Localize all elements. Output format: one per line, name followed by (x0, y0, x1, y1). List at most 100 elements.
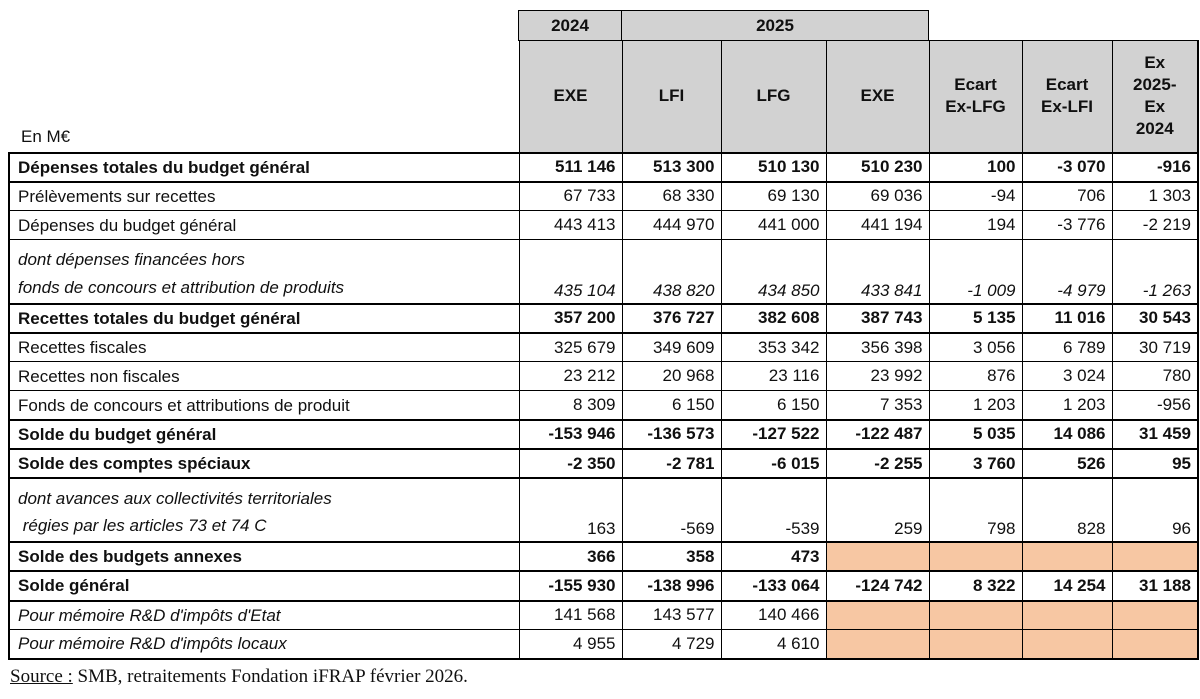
table-row: dont avances aux collectivités territori… (8, 477, 1199, 543)
year-2025-header: 2025 (621, 10, 929, 41)
cell-value: 5 135 (928, 302, 1023, 334)
year-header-band: 2024 2025 (518, 10, 929, 41)
cell-value: -2 219 (1111, 210, 1199, 241)
cell-value: -94 (928, 181, 1023, 212)
cell-value: 828 (1021, 477, 1113, 543)
cell-value: 876 (928, 361, 1023, 392)
cell-value: 6 789 (1021, 332, 1113, 363)
cell-value: -127 522 (720, 418, 827, 451)
table-row: Dépenses du budget général 443 413 444 970… (8, 210, 1199, 241)
table-row: Dépenses totales du budget général 511 14… (8, 151, 1199, 183)
cell-value: -136 573 (621, 418, 722, 451)
cell-value: 5 035 (928, 418, 1023, 451)
column-header-lfi: LFI (621, 40, 722, 154)
highlighted-empty-cell (928, 541, 1023, 573)
cell-value: 69 130 (720, 181, 827, 212)
cell-value: 443 413 (518, 210, 623, 241)
cell-value: 143 577 (621, 600, 722, 631)
cell-value: 1 303 (1111, 181, 1199, 212)
column-header-exe-2025: EXE (825, 40, 930, 154)
cell-value: -2 350 (518, 448, 623, 480)
cell-value: -124 742 (825, 570, 930, 602)
cell-value: -916 (1111, 151, 1199, 183)
table-row: Pour mémoire R&D d'impôts locaux 4 955 4 7… (8, 629, 1199, 660)
cell-value: 510 230 (825, 151, 930, 183)
source-text: SMB, retraitements Fondation iFRAP févri… (72, 665, 468, 687)
cell-value: 11 016 (1021, 302, 1113, 334)
table-row: Recettes non fiscales 23 212 20 968 23 116 2… (8, 361, 1199, 392)
cell-value: 20 968 (621, 361, 722, 392)
table-row: Recettes totales du budget général 357 20… (8, 302, 1199, 334)
highlighted-empty-cell (928, 600, 1023, 631)
cell-value: 376 727 (621, 302, 722, 334)
row-label: Pour mémoire R&D d'impôts locaux (8, 629, 520, 660)
table-row: Solde du budget général -153 946 -136 573-… (8, 418, 1199, 451)
cell-value: 325 679 (518, 332, 623, 363)
cell-value: 356 398 (825, 332, 930, 363)
budget-data-table: En M€ EXE LFI LFG EXE Ecart Ex-LFG Ecart… (8, 40, 1199, 660)
cell-value: 1 203 (928, 390, 1023, 421)
cell-value: 1 203 (1021, 390, 1113, 421)
cell-value: 6 150 (720, 390, 827, 421)
cell-value: 444 970 (621, 210, 722, 241)
cell-value: 434 850 (720, 239, 827, 305)
cell-value: 353 342 (720, 332, 827, 363)
table-row: Solde général -155 930 -138 996 -133 064 -12… (8, 570, 1199, 602)
row-label: Dépenses du budget général (8, 210, 520, 241)
table-row: Solde des budgets annexes 366 358 473 (8, 541, 1199, 573)
highlighted-empty-cell (1021, 600, 1113, 631)
cell-value: -122 487 (825, 418, 930, 451)
highlighted-empty-cell (1021, 541, 1113, 573)
cell-value: 23 116 (720, 361, 827, 392)
cell-value: 438 820 (621, 239, 722, 305)
cell-value: 7 353 (825, 390, 930, 421)
highlighted-empty-cell (1111, 541, 1199, 573)
row-label: Prélèvements sur recettes (8, 181, 520, 212)
highlighted-empty-cell (1111, 629, 1199, 660)
cell-value: 14 086 (1021, 418, 1113, 451)
column-header-lfg: LFG (720, 40, 827, 154)
cell-value: 3 024 (1021, 361, 1113, 392)
cell-value: 31 188 (1111, 570, 1199, 602)
highlighted-empty-cell (825, 600, 930, 631)
units-label: En M€ (9, 40, 519, 153)
highlighted-empty-cell (1111, 600, 1199, 631)
cell-value: -956 (1111, 390, 1199, 421)
row-label: Recettes non fiscales (8, 361, 520, 392)
row-label: Solde du budget général (8, 418, 520, 451)
row-label: Fonds de concours et attributions de pro… (8, 390, 520, 421)
cell-value: 4 610 (720, 629, 827, 660)
cell-value: 30 719 (1111, 332, 1199, 363)
cell-value: 14 254 (1021, 570, 1113, 602)
highlighted-empty-cell (825, 541, 930, 573)
cell-value: 23 212 (518, 361, 623, 392)
year-header-row: 2024 2025 (518, 10, 929, 41)
source-label: Source : (10, 665, 73, 687)
cell-value: 357 200 (518, 302, 623, 334)
cell-value: 706 (1021, 181, 1113, 212)
cell-value: 259 (825, 477, 930, 543)
cell-value: 31 459 (1111, 418, 1199, 451)
cell-value: 473 (720, 541, 827, 573)
cell-value: 526 (1021, 448, 1113, 480)
cell-value: 798 (928, 477, 1023, 543)
cell-value: 387 743 (825, 302, 930, 334)
row-label: dont dépenses financées hors fonds de co… (8, 239, 520, 305)
column-header-row: En M€ EXE LFI LFG EXE Ecart Ex-LFG Ecart… (9, 40, 1199, 154)
cell-value: 96 (1111, 477, 1199, 543)
highlighted-empty-cell (1021, 629, 1113, 660)
highlighted-empty-cell (928, 629, 1023, 660)
table-row: dont dépenses financées hors fonds de co… (8, 239, 1199, 305)
cell-value: 141 568 (518, 600, 623, 631)
row-label: Recettes fiscales (8, 332, 520, 363)
table-row: Prélèvements sur recettes 67 733 68 330 69 … (8, 181, 1199, 212)
cell-value: 100 (928, 151, 1023, 183)
cell-value: -3 070 (1021, 151, 1113, 183)
cell-value: 3 056 (928, 332, 1023, 363)
cell-value: -155 930 (518, 570, 623, 602)
cell-value: 511 146 (518, 151, 623, 183)
cell-value: -133 064 (720, 570, 827, 602)
cell-value: -4 979 (1021, 239, 1113, 305)
cell-value: 30 543 (1111, 302, 1199, 334)
cell-value: -153 946 (518, 418, 623, 451)
